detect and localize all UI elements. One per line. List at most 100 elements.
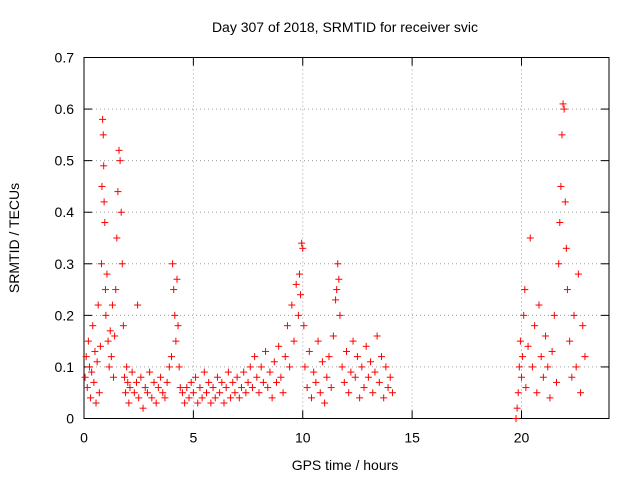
data-point xyxy=(242,389,250,397)
data-point xyxy=(367,358,375,366)
data-point xyxy=(369,389,377,397)
data-point xyxy=(87,394,95,402)
x-tick-label: 0 xyxy=(80,430,88,446)
data-point xyxy=(314,337,322,345)
data-point xyxy=(255,389,263,397)
data-point xyxy=(100,198,108,206)
data-point xyxy=(231,389,239,397)
data-point xyxy=(200,368,208,376)
data-point xyxy=(542,332,550,340)
x-tick-label: 15 xyxy=(404,430,420,446)
data-point xyxy=(105,363,113,371)
data-point xyxy=(102,311,110,319)
y-tick-label: 0.5 xyxy=(55,153,75,169)
data-point xyxy=(101,219,109,227)
chart-title: Day 307 of 2018, SRMTID for receiver svi… xyxy=(212,19,478,35)
data-point xyxy=(235,394,243,402)
data-point xyxy=(558,131,566,139)
data-point xyxy=(290,337,298,345)
data-point xyxy=(553,378,560,386)
data-point xyxy=(535,301,543,309)
data-point xyxy=(198,394,206,402)
data-point xyxy=(187,378,195,386)
x-tick-label: 5 xyxy=(189,430,197,446)
data-point xyxy=(310,368,318,376)
data-point xyxy=(227,394,235,402)
data-point xyxy=(211,394,219,402)
data-point xyxy=(279,389,287,397)
data-point xyxy=(358,363,366,371)
data-point xyxy=(91,347,99,355)
data-point xyxy=(539,373,547,381)
data-point xyxy=(96,342,104,350)
data-point xyxy=(349,337,357,345)
y-axis-label: SRMTID / TECUs xyxy=(6,183,22,293)
data-point xyxy=(116,157,124,165)
data-point xyxy=(175,363,183,371)
data-point xyxy=(556,219,564,227)
data-point xyxy=(559,100,567,108)
data-point xyxy=(246,363,254,371)
data-point xyxy=(99,115,107,123)
axis-ticks: 0 0.1 0.2 0.3 0.4 0.5 0.6 0.7 0 5 10 15 20 xyxy=(55,50,609,446)
data-point xyxy=(224,368,232,376)
data-point xyxy=(371,368,379,376)
data-point xyxy=(196,384,204,392)
data-point xyxy=(118,260,126,268)
data-point xyxy=(183,384,191,392)
data-point xyxy=(531,322,539,330)
data-point xyxy=(169,260,177,268)
data-point xyxy=(295,270,303,278)
data-point xyxy=(125,399,133,407)
data-point xyxy=(157,373,165,381)
data-point xyxy=(170,286,178,294)
data-point xyxy=(266,368,274,376)
data-point xyxy=(555,260,563,268)
data-point xyxy=(209,384,217,392)
data-point xyxy=(281,353,289,361)
data-point xyxy=(308,394,315,402)
data-point xyxy=(257,363,265,371)
data-point xyxy=(537,353,545,361)
x-tick-label: 20 xyxy=(514,430,530,446)
data-point xyxy=(172,337,180,345)
data-point xyxy=(577,389,585,397)
data-point xyxy=(110,373,118,381)
data-point xyxy=(218,378,226,386)
data-point xyxy=(173,275,181,283)
data-point xyxy=(93,358,101,366)
data-point xyxy=(375,378,383,386)
data-point xyxy=(546,394,554,402)
data-point xyxy=(88,368,96,376)
x-tick-label: 10 xyxy=(295,430,311,446)
data-point xyxy=(382,363,390,371)
data-point xyxy=(336,311,344,319)
data-point xyxy=(386,373,394,381)
data-point xyxy=(521,286,529,294)
data-point xyxy=(572,363,580,371)
data-point xyxy=(240,368,248,376)
data-point xyxy=(298,239,306,247)
data-point xyxy=(528,363,536,371)
data-point xyxy=(152,399,160,407)
data-point xyxy=(216,389,224,397)
data-point xyxy=(111,332,119,340)
data-point xyxy=(548,347,556,355)
data-point xyxy=(130,389,138,397)
data-point xyxy=(126,384,134,392)
data-point xyxy=(143,389,151,397)
data-point xyxy=(83,384,91,392)
data-point xyxy=(277,373,285,381)
data-point xyxy=(275,342,283,350)
y-tick-label: 0.1 xyxy=(55,359,75,375)
data-point xyxy=(268,394,276,402)
plot-frame xyxy=(83,57,610,419)
data-point xyxy=(568,373,576,381)
data-point xyxy=(305,347,313,355)
data-point xyxy=(334,260,342,268)
data-point xyxy=(557,182,565,190)
data-point xyxy=(294,311,302,319)
data-point xyxy=(288,301,296,309)
data-point xyxy=(283,322,291,330)
